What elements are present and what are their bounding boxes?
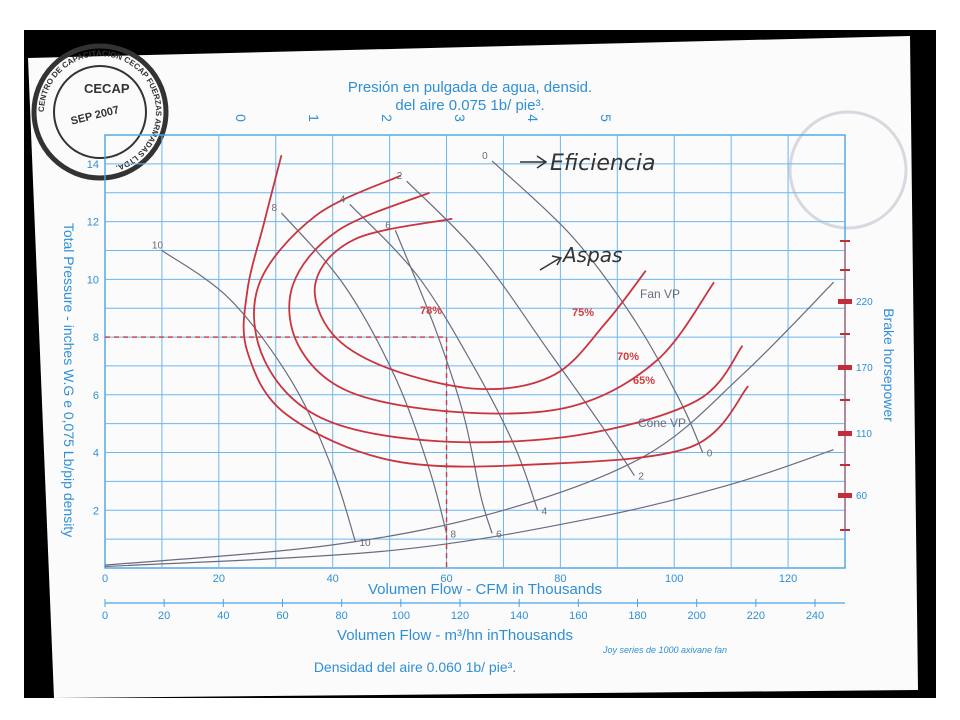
x2-tick-label: 100: [392, 610, 410, 622]
blade-angle-lines: [161, 160, 704, 543]
x2-tick-label: 240: [806, 610, 824, 622]
efficiency-handwriting: Eficiencia: [550, 151, 656, 176]
blade-label-end: 8: [451, 529, 457, 540]
x-tick-label: 60: [440, 573, 452, 585]
x-tick-label: 40: [327, 573, 339, 585]
top-tick-label: 2: [379, 114, 395, 122]
blade-label-start: 0: [482, 151, 488, 162]
efficiency-arrow: [520, 155, 548, 169]
blade-line: [161, 249, 357, 543]
eff-75-label: 75%: [572, 307, 594, 319]
fan-vp-label: Fan VP: [640, 287, 680, 301]
blade-label-start: 4: [340, 194, 346, 205]
x2-tick-label: 120: [451, 610, 469, 622]
bhp-tick-mark: [838, 431, 852, 436]
x-axis-label-cfm: Volumen Flow - CFM in Thousands: [368, 581, 602, 598]
faint-stamp: [788, 110, 908, 230]
blade-line: [406, 180, 635, 476]
x-tick-label: 80: [554, 573, 566, 585]
density-note: Densidad del aire 0.060 1b/ pie³.: [314, 659, 516, 675]
x2-tick-label: 180: [628, 610, 646, 622]
x2-tick-label: 40: [217, 610, 229, 622]
bhp-axis-label: Brake horsepower: [881, 308, 897, 422]
x2-tick-label: 160: [569, 610, 587, 622]
x2-tick-label: 140: [510, 610, 528, 622]
bhp-axis: 60 110 170 220: [838, 240, 873, 531]
blade-label-end: 4: [542, 506, 548, 517]
y-tick-label: 8: [93, 332, 99, 344]
y-axis-label: Total Pressure - inches W.G e 0,075 Lb/p…: [61, 223, 77, 537]
blade-label-end: 10: [359, 538, 371, 549]
eff-65-label: 65%: [633, 375, 655, 387]
bhp-tick-mark: [838, 365, 852, 370]
x-axis-label-m3: Volumen Flow - m³/hn inThousands: [337, 627, 573, 644]
top-tick-label: 4: [525, 114, 541, 122]
bhp-tick-label: 60: [856, 491, 868, 502]
bhp-tick-label: 110: [856, 429, 872, 440]
top-tick-label: 3: [452, 114, 468, 122]
bhp-tick-label: 220: [856, 297, 873, 308]
header-title-line2: del aire 0.075 1b/ pie³.: [395, 97, 544, 114]
bhp-tick-mark: [838, 299, 852, 304]
efficiency-curve: [242, 154, 749, 468]
y-tick-label: 14: [87, 159, 99, 171]
x2-tick-label: 0: [102, 610, 108, 622]
stamp-seal: CECAP SEP 2007 CENTRO DE CAPACITACION CE…: [31, 43, 169, 181]
blade-label-end: 2: [638, 472, 644, 483]
stamp-org: CECAP: [84, 81, 130, 96]
vp-curve: [105, 281, 835, 566]
vp-curves: [105, 281, 835, 568]
y-tick-label: 12: [87, 217, 99, 229]
header-title-line1: Presión en pulgada de agua, densid.: [348, 79, 592, 96]
bhp-tick-label: 170: [856, 363, 873, 374]
blade-label-start: 2: [397, 171, 403, 182]
x-tick-label: 100: [665, 573, 683, 585]
footer-note: Joy series de 1000 axivane fan: [602, 645, 727, 655]
blades-handwriting: Aspas: [561, 243, 622, 267]
blade-label-end: 0: [707, 449, 713, 460]
top-tick-label: 0: [233, 114, 249, 122]
y-tick-label: 4: [93, 448, 99, 460]
blade-line: [349, 203, 539, 511]
x2-tick-label: 20: [158, 610, 170, 622]
bhp-tick-mark: [838, 493, 852, 498]
efficiency-curves: [242, 154, 749, 468]
x2-tick-label: 60: [276, 610, 288, 622]
x-axis-ticks: 0 20 40 60 80 100 120: [102, 573, 797, 585]
eff-78-label: 78%: [420, 305, 442, 317]
blade-line: [394, 230, 493, 534]
blades-arrow: [539, 255, 563, 271]
top-tick-label: 5: [598, 114, 614, 122]
eff-70-label: 70%: [617, 351, 639, 363]
operating-point-lines: [105, 336, 448, 568]
efficiency-curve: [288, 191, 715, 415]
x2-tick-label: 200: [687, 610, 705, 622]
x-tick-label: 120: [779, 573, 797, 585]
blade-line: [281, 212, 448, 534]
y-tick-label: 10: [87, 274, 99, 286]
efficiency-curve: [313, 217, 647, 391]
y-tick-label: 6: [93, 390, 99, 402]
x-tick-label: 20: [213, 573, 225, 585]
secondary-x-axis: 0 20 40 60 80 100 120 140 160 180 200 220 240: [102, 599, 845, 622]
cone-vp-label: Cone VP: [638, 416, 686, 430]
blade-label-end: 6: [496, 529, 502, 540]
paper-sheet: [28, 36, 918, 698]
blade-label-start: 8: [271, 203, 277, 214]
y-tick-label: 2: [93, 505, 99, 517]
efficiency-curve: [253, 174, 744, 444]
blade-label-start: 10: [152, 240, 164, 251]
x2-tick-label: 220: [747, 610, 765, 622]
x2-tick-label: 80: [336, 610, 348, 622]
top-tick-label: 1: [306, 114, 322, 122]
x-tick-label: 0: [102, 573, 108, 585]
top-pressure-ticks: 0 1 2 3 4 5: [233, 114, 614, 122]
blade-line: [491, 160, 704, 453]
blade-angle-labels: 10 10 8 8 6 6 4 4 2 2 0 0: [152, 151, 713, 549]
blade-label-start: 6: [385, 220, 391, 231]
vp-curve: [105, 449, 834, 568]
y-axis-ticks: 2 4 6 8 10 12 14: [87, 159, 99, 517]
